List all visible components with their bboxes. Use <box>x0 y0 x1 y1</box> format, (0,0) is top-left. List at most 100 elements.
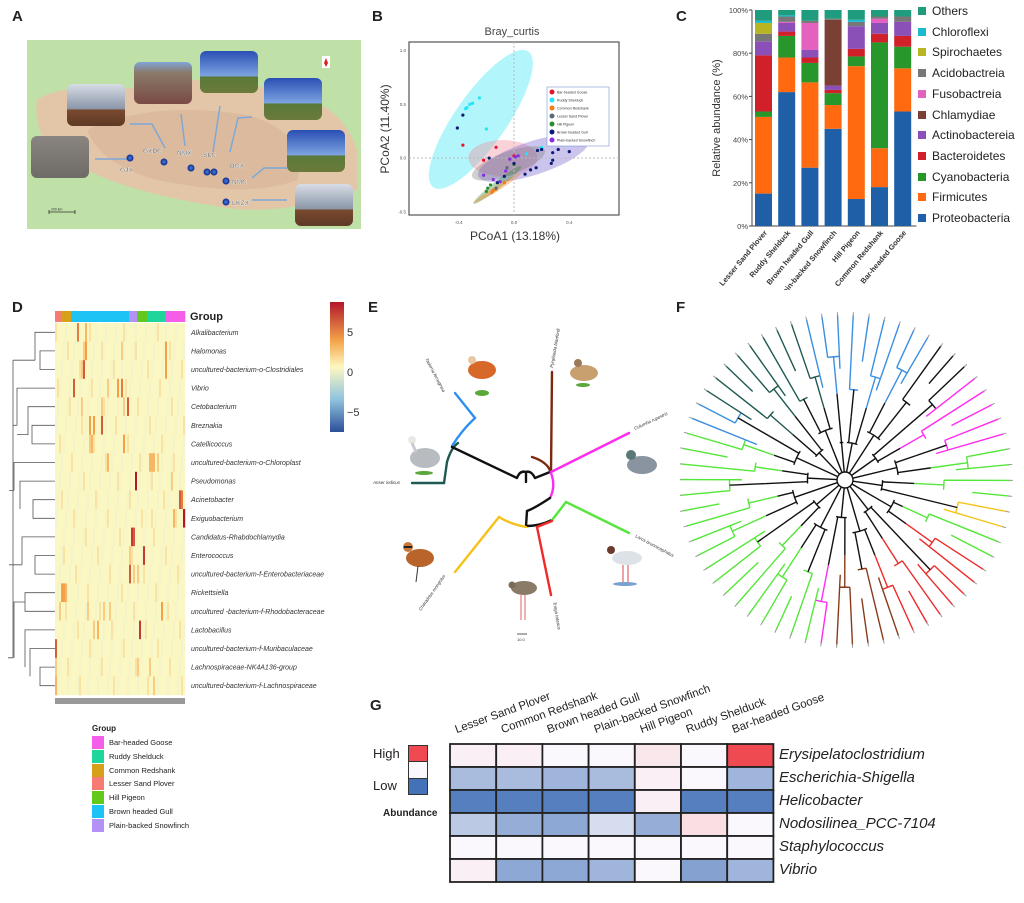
heatmap-cell <box>151 323 154 342</box>
bar-segment <box>778 16 796 22</box>
heatmap-cell <box>123 527 126 547</box>
heatmap-cell <box>123 378 126 398</box>
heatmap-cell <box>95 509 98 528</box>
heatmap-cell <box>69 453 72 472</box>
heatmap-cell <box>61 546 64 565</box>
heatmap-cell <box>101 323 104 342</box>
heatmap-cell <box>61 527 64 547</box>
heatmap-cell <box>85 639 88 658</box>
leaf-label <box>926 334 930 339</box>
heatmap-cell <box>97 453 100 472</box>
heatmap-cell <box>61 509 64 528</box>
heatmap-cell <box>89 676 92 696</box>
heatmap-cell <box>135 527 138 547</box>
heatmap-cell <box>125 620 128 640</box>
heatmap-cell <box>161 509 164 528</box>
heatmap-cell <box>133 602 136 621</box>
legend-low-label: Low <box>373 778 397 793</box>
internal-branch <box>864 529 876 556</box>
leaf-label <box>774 628 777 633</box>
abundance-bar-chart: 0%20%40%60%80%100%Relative abundance (%)… <box>711 6 917 290</box>
heatmap-cell <box>59 453 62 472</box>
heatmap-cell <box>81 416 84 435</box>
heatmap-cell <box>95 360 98 379</box>
leaf-label <box>836 643 838 648</box>
heatmap-cell <box>133 490 136 510</box>
heatmap-cell <box>77 360 80 379</box>
heatmap-cell <box>95 620 98 640</box>
heatmap-cell <box>129 378 132 398</box>
heatmap-cell <box>107 639 110 658</box>
heatmap-cell <box>125 639 128 658</box>
heatmap-cell <box>169 657 172 677</box>
heatmap-cell <box>131 676 134 696</box>
heatmap-cell <box>159 620 162 640</box>
heatmap-cell <box>159 490 162 510</box>
heatmap-cell <box>161 378 164 398</box>
heatmap-cell <box>157 583 160 603</box>
internal-branch <box>769 435 800 454</box>
heatmap-cell <box>183 471 186 491</box>
heatmap-cell <box>113 620 116 640</box>
heatmap-cell <box>107 360 110 379</box>
pcoa-x-label: PCoA1 (13.18%) <box>469 229 561 243</box>
heatmap-cell <box>67 546 70 565</box>
bar-segment <box>847 26 865 49</box>
leaf-branch <box>749 344 786 397</box>
heatmap-cell <box>139 416 142 435</box>
internal-branch <box>864 511 883 539</box>
heatmap-cell <box>157 490 160 510</box>
heatmap-cell <box>65 434 68 454</box>
data-point <box>490 190 494 195</box>
bar-segment <box>871 22 888 34</box>
heatmap-cell <box>91 509 94 528</box>
heatmap-cell <box>680 789 729 814</box>
heatmap-cell <box>119 341 122 361</box>
genus-heatmap: GroupAlkalibacteriumHalomonasuncultured-… <box>8 302 360 704</box>
heatmap-cell <box>159 341 162 361</box>
heatmap-cell <box>75 639 78 658</box>
bar-segment <box>894 16 912 22</box>
leaf-label <box>952 352 956 357</box>
plover-illustration <box>403 542 434 583</box>
heatmap-cell <box>147 397 150 417</box>
heatmap-cell <box>79 639 82 658</box>
heatmap-cell <box>105 676 108 696</box>
heatmap-cell <box>103 471 106 491</box>
heatmap-cell <box>161 657 164 677</box>
heatmap-cell <box>59 657 62 677</box>
heatmap-cell <box>141 378 144 398</box>
data-point <box>488 183 493 187</box>
heatmap-cell <box>177 564 180 584</box>
heatmap-cell <box>171 657 174 677</box>
panel-label-g: G <box>370 697 382 714</box>
heatmap-cell <box>107 583 110 603</box>
heatmap-cell <box>73 620 76 640</box>
heatmap-cell <box>85 620 88 640</box>
heatmap-cell <box>57 639 60 658</box>
heatmap-cell <box>65 602 68 621</box>
heatmap-cell <box>587 789 636 814</box>
heatmap-cell <box>99 676 102 696</box>
site-label: GXDC <box>143 148 162 155</box>
bar-segment <box>871 42 888 149</box>
heatmap-cell <box>169 453 172 472</box>
legend-label: Bacteroidetes <box>932 148 1006 163</box>
branch-tadorna <box>450 391 477 448</box>
internal-branch <box>815 423 822 433</box>
heatmap-cell <box>680 766 729 791</box>
heatmap-cell <box>133 620 136 640</box>
heatmap-cell <box>149 509 152 528</box>
leaf-label <box>1006 448 1011 450</box>
heatmap-cell <box>97 323 100 342</box>
heatmap-cell <box>99 341 102 361</box>
heatmap-cell <box>105 471 108 491</box>
leaf-label <box>912 629 915 634</box>
heatmap-cell <box>145 397 148 417</box>
heatmap-cell <box>127 416 130 435</box>
heatmap-cell <box>121 341 124 361</box>
heatmap-cell <box>85 471 88 491</box>
heatmap-cell <box>129 509 132 528</box>
heatmap-cell <box>83 657 86 677</box>
